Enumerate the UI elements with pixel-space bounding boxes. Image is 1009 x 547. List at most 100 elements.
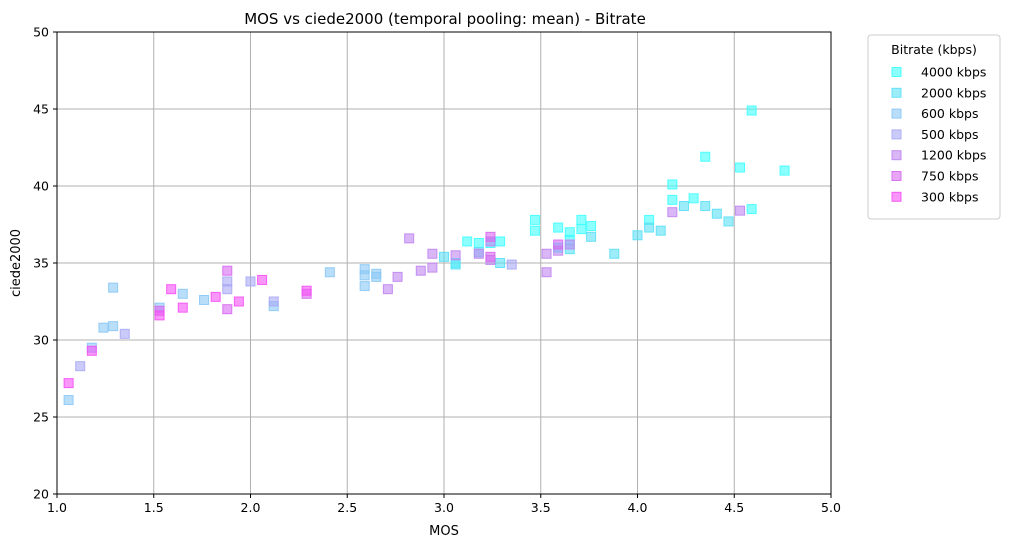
data-point: [222, 284, 233, 295]
data-point: [301, 285, 312, 296]
data-point: [245, 276, 256, 287]
data-point: [586, 231, 597, 242]
data-point: [86, 345, 97, 356]
data-point: [75, 361, 86, 372]
data-point: [495, 236, 506, 247]
y-tick-label: 25: [33, 410, 49, 425]
series-4000-kbps: [450, 105, 790, 268]
data-point: [576, 214, 587, 225]
legend-label: 500 kbps: [921, 127, 978, 142]
legend-label: 600 kbps: [921, 106, 978, 121]
data-point: [177, 288, 188, 299]
data-point: [735, 162, 746, 173]
data-point: [473, 237, 484, 248]
data-point: [541, 248, 552, 259]
data-point: [427, 262, 438, 273]
data-point: [485, 251, 496, 262]
data-point: [541, 267, 552, 278]
data-point: [746, 204, 757, 215]
data-point: [108, 282, 119, 293]
data-point: [450, 250, 461, 261]
data-point: [667, 179, 678, 190]
data-point: [199, 294, 210, 305]
data-point: [427, 248, 438, 259]
x-tick-label: 1.5: [144, 500, 164, 515]
data-point: [506, 259, 517, 270]
data-point: [655, 225, 666, 236]
data-point: [779, 165, 790, 176]
data-point: [678, 201, 689, 212]
grid-lines: [56, 31, 832, 495]
y-tick-label: 20: [33, 487, 49, 502]
data-point: [371, 271, 382, 282]
y-axis-label: ciede2000: [9, 229, 24, 297]
data-point: [564, 239, 575, 250]
y-tick-label: 50: [33, 25, 49, 40]
data-point: [553, 222, 564, 233]
legend: Bitrate (kbps) 4000 kbps 2000 kbps 600 kbps…: [867, 34, 1001, 220]
legend-marker: [891, 87, 902, 98]
data-point: [108, 321, 119, 332]
y-tick-label: 45: [33, 102, 49, 117]
data-point: [154, 310, 165, 321]
legend-marker: [891, 129, 902, 140]
data-point: [359, 281, 370, 292]
data-point: [222, 265, 233, 276]
series-1200-kbps: [382, 205, 746, 295]
x-tick-label: 3.0: [434, 500, 454, 515]
x-tick-label: 4.0: [628, 500, 648, 515]
data-point: [609, 248, 620, 259]
data-point: [473, 248, 484, 259]
data-point: [177, 302, 188, 313]
data-point: [711, 208, 722, 219]
legend-label: 2000 kbps: [921, 85, 986, 100]
legend-label: 4000 kbps: [921, 65, 986, 80]
x-axis-ticks: 1.0 1.5 2.0 2.5 3.0 3.5 4.0 4.5 5.0: [47, 494, 841, 515]
data-point: [63, 395, 74, 406]
x-tick-label: 4.5: [724, 500, 744, 515]
x-tick-label: 1.0: [47, 500, 67, 515]
data-point: [359, 270, 370, 281]
x-tick-label: 3.5: [531, 500, 551, 515]
legend-marker: [891, 150, 902, 161]
data-point: [63, 378, 74, 389]
data-point: [382, 284, 393, 295]
y-tick-label: 35: [33, 256, 49, 271]
data-point: [495, 258, 506, 268]
data-point: [700, 201, 711, 212]
data-point: [529, 225, 540, 236]
data-point: [529, 214, 540, 225]
data-point: [644, 222, 655, 233]
data-point: [667, 207, 678, 218]
x-axis-label: MOS: [429, 524, 459, 539]
data-point: [439, 251, 449, 262]
y-tick-label: 30: [33, 333, 49, 348]
x-tick-label: 2.5: [337, 500, 357, 515]
data-point: [586, 221, 597, 232]
x-tick-label: 5.0: [821, 500, 841, 515]
data-point: [222, 304, 233, 315]
data-point: [576, 224, 587, 235]
legend-marker: [891, 67, 902, 77]
legend-label: 750 kbps: [921, 169, 978, 184]
data-point: [667, 194, 678, 205]
data-points: [63, 105, 790, 406]
legend-label: 300 kbps: [921, 189, 978, 204]
data-point: [98, 322, 109, 333]
data-point: [735, 205, 746, 216]
data-point: [268, 296, 279, 307]
data-point: [450, 259, 461, 270]
data-point: [485, 231, 496, 242]
y-tick-label: 40: [33, 179, 49, 194]
data-point: [553, 239, 564, 250]
data-point: [392, 271, 403, 282]
y-axis-ticks: 20 25 30 35 40 45 50: [33, 25, 57, 502]
series-2000-kbps: [439, 201, 734, 270]
legend-title: Bitrate (kbps): [891, 42, 977, 57]
data-point: [233, 296, 244, 307]
x-tick-label: 2.0: [241, 500, 261, 515]
data-point: [632, 230, 643, 241]
series-300-kbps: [63, 274, 312, 389]
legend-label: 1200 kbps: [921, 148, 986, 163]
